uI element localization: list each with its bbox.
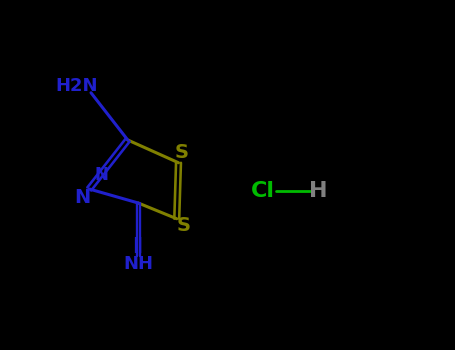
Text: N: N xyxy=(74,188,91,207)
Text: H: H xyxy=(309,181,328,201)
Text: Cl: Cl xyxy=(251,181,274,201)
Text: ||: || xyxy=(132,237,144,253)
Text: S: S xyxy=(175,143,189,162)
Text: S: S xyxy=(177,216,191,235)
Text: NH: NH xyxy=(123,255,153,273)
Text: N: N xyxy=(95,166,108,184)
Text: H2N: H2N xyxy=(56,77,98,95)
